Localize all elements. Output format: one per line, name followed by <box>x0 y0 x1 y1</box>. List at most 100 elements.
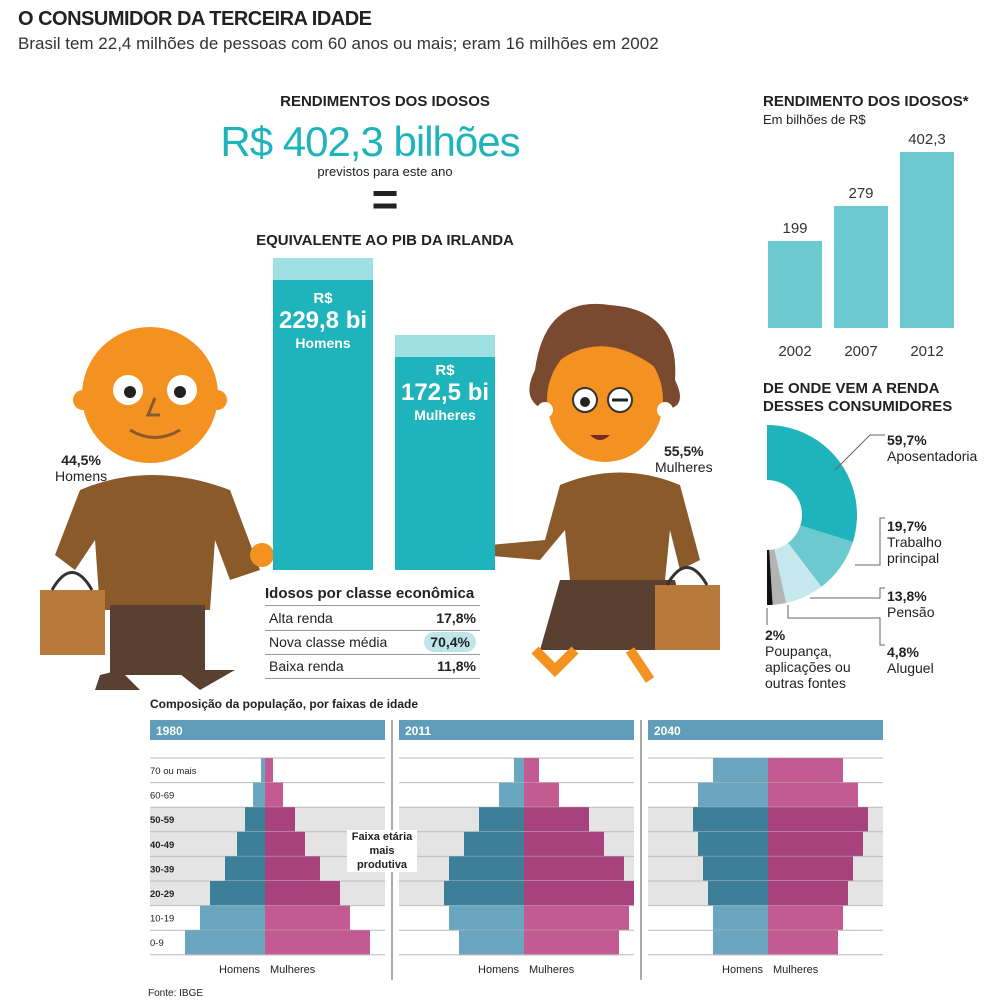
donut-title: DE ONDE VEM A RENDA DESSES CONSUMIDORES <box>763 380 953 415</box>
pyramid-title: Composição da população, por faixas de i… <box>150 697 419 711</box>
men-income-label: Homens <box>295 335 351 351</box>
x-tick-label: 2002 <box>778 343 811 360</box>
equivalent-label: EQUIVALENTE AO PIB DA IRLANDA <box>256 232 514 249</box>
donut-slice <box>767 425 857 543</box>
title: O CONSUMIDOR DA TERCEIRA IDADE <box>18 8 372 30</box>
men-bar-10-19 <box>713 905 768 931</box>
donut-slice <box>769 549 787 605</box>
men-bar-50-59 <box>693 807 768 833</box>
slice-value: 2% <box>765 627 786 643</box>
women-axis-label: Mulheres <box>529 964 575 976</box>
row-value: 11,8% <box>410 654 480 679</box>
row-label: Nova classe média <box>265 630 411 655</box>
women-currency: R$ <box>435 362 455 379</box>
donut-slice <box>788 525 853 587</box>
men-share-label: Homens <box>55 468 108 484</box>
women-share-label: Mulheres <box>655 459 713 475</box>
men-axis-label: Homens <box>478 964 519 976</box>
bar-value-label: 279 <box>848 185 873 202</box>
slice-label: Poupança, aplicações ou outras fontes <box>765 643 851 691</box>
women-income-value: 172,5 bi <box>400 379 490 406</box>
women-bar-60-69 <box>524 782 559 808</box>
women-bar-60-69 <box>768 782 858 808</box>
productive-range-label: Faixa etária mais produtiva <box>347 830 417 872</box>
people-illustration <box>40 303 720 690</box>
women-bar-0-9 <box>265 930 370 956</box>
men-currency: R$ <box>313 290 333 307</box>
men-bar-30-39 <box>703 856 768 882</box>
men-bar-60-69 <box>499 782 524 808</box>
men-bar-10-19 <box>200 905 265 931</box>
equals-sign: = <box>371 173 399 225</box>
bar-value-label: 402,3 <box>908 131 946 148</box>
year-header <box>399 720 634 740</box>
women-bar-30-39 <box>524 856 624 882</box>
women-bar-30-39 <box>768 856 853 882</box>
men-bar-20-29 <box>444 881 524 907</box>
women-bar-60-69 <box>265 782 283 808</box>
man-illustration <box>40 327 274 690</box>
men-bar-70 ou mais <box>514 758 524 784</box>
year-label: 2040 <box>654 724 681 738</box>
legend-poupanca: 2% Poupança, aplicações ou outras fontes <box>765 627 865 691</box>
slice-value: 19,7% <box>887 518 927 534</box>
x-tick-label: 2012 <box>910 343 943 360</box>
women-bar-20-29 <box>524 881 634 907</box>
men-bar-30-39 <box>225 856 265 882</box>
donut-slice <box>774 542 822 603</box>
men-axis-label: Homens <box>722 964 763 976</box>
women-income-label: Mulheres <box>414 407 476 423</box>
women-bar-10-19 <box>265 905 350 931</box>
economic-class-table: Idosos por classe econômica Alta renda 17… <box>265 585 480 679</box>
total-income: R$ 402,3 bilhões <box>220 118 520 165</box>
women-bar-50-59 <box>265 807 295 833</box>
men-bar-60-69 <box>698 782 768 808</box>
men-bar-0-9 <box>185 930 265 956</box>
men-bar-70 ou mais <box>713 758 768 784</box>
slice-label: Aluguel <box>887 660 934 676</box>
bar-chart-title: RENDIMENTO DOS IDOSOS* <box>763 93 969 110</box>
women-bar-10-19 <box>768 905 843 931</box>
age-label: 20-29 <box>150 889 174 900</box>
women-bar-50-59 <box>768 807 868 833</box>
women-bar-10-19 <box>524 905 629 931</box>
women-bar-70 ou mais <box>265 758 273 784</box>
legend-pensao: 13,8% Pensão <box>887 588 934 620</box>
age-label: 60-69 <box>150 791 174 802</box>
men-bar-40-49 <box>698 831 768 857</box>
men-bar-40-49 <box>464 831 524 857</box>
men-bar-20-29 <box>210 881 265 907</box>
row-value: 17,8% <box>410 606 480 631</box>
bar-value-label: 199 <box>782 220 807 237</box>
women-axis-label: Mulheres <box>270 964 316 976</box>
x-tick-label: 2007 <box>844 343 877 360</box>
source-label: Fonte: IBGE <box>148 988 204 999</box>
age-label: 0-9 <box>150 938 164 949</box>
legend-trabalho: 19,7% Trabalho principal <box>887 518 967 566</box>
age-label: 50-59 <box>150 815 174 826</box>
women-bar-70 ou mais <box>768 758 843 784</box>
row-label: Baixa renda <box>265 654 411 679</box>
women-bar-50-59 <box>524 807 589 833</box>
slice-label: Pensão <box>887 604 935 620</box>
women-bar-20-29 <box>265 881 340 907</box>
women-share: 55,5% <box>663 443 704 459</box>
women-bar-40-49 <box>768 831 863 857</box>
donut-slice <box>767 549 773 605</box>
table-title: Idosos por classe econômica <box>265 585 480 606</box>
leader-line <box>834 434 885 471</box>
men-bar-50-59 <box>245 807 265 833</box>
men-bar-30-39 <box>449 856 524 882</box>
men-bar-0-9 <box>459 930 524 956</box>
men-share: 44,5% <box>61 452 101 468</box>
legend-aluguel: 4,8% Aluguel <box>887 644 934 676</box>
table-row: Baixa renda 11,8% <box>265 654 480 679</box>
subtitle: Brasil tem 22,4 milhões de pessoas com 6… <box>18 34 659 53</box>
total-sub: previstos para este ano <box>317 164 453 179</box>
leader-line <box>810 587 885 599</box>
men-bar-0-9 <box>713 930 768 956</box>
table-row: Alta renda 17,8% <box>265 606 480 631</box>
slice-value: 59,7% <box>887 432 927 448</box>
men-bar-20-29 <box>708 881 768 907</box>
year-label: 1980 <box>156 724 183 738</box>
